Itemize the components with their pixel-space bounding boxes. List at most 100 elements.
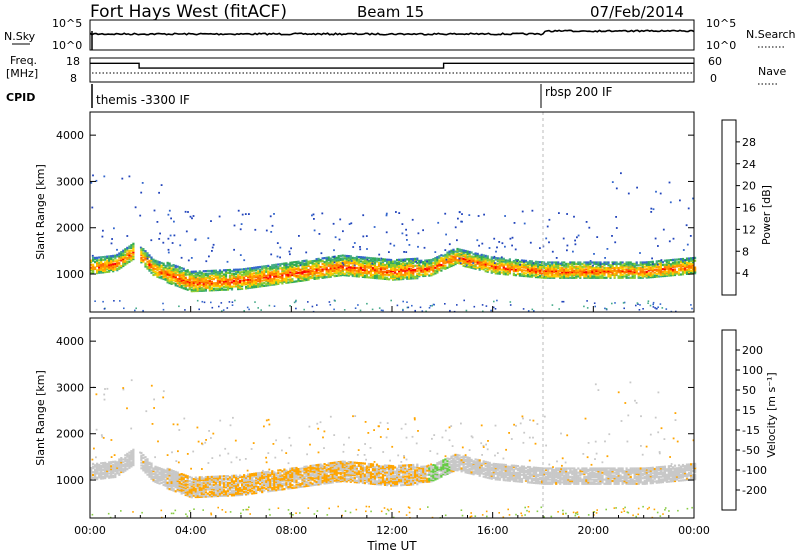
echo-cell bbox=[408, 260, 411, 264]
echo-cell bbox=[152, 470, 155, 473]
clutter-cell bbox=[647, 300, 650, 302]
echo-cell bbox=[669, 267, 672, 270]
echo-cell bbox=[692, 258, 695, 261]
clutter-cell bbox=[273, 305, 276, 307]
echo-cell bbox=[259, 268, 262, 271]
echo-cell bbox=[273, 481, 276, 484]
echo-cell bbox=[496, 272, 499, 275]
echo-cell bbox=[579, 276, 582, 279]
echo-cell bbox=[369, 268, 373, 271]
echo-cell bbox=[309, 473, 312, 476]
echo-cell bbox=[543, 264, 546, 267]
echo-cell bbox=[255, 284, 258, 287]
echo-cell bbox=[124, 458, 127, 461]
echo-cell bbox=[148, 255, 151, 258]
echo-cell bbox=[313, 276, 316, 279]
echo-cell bbox=[514, 260, 517, 263]
echo-cell bbox=[112, 254, 115, 257]
echo-cell bbox=[619, 275, 622, 278]
echo-cell bbox=[289, 271, 292, 274]
echo-cell bbox=[657, 269, 660, 273]
echo-cell bbox=[126, 452, 129, 455]
echo-cell bbox=[563, 261, 566, 264]
echo-cell bbox=[603, 276, 606, 279]
echo-cell bbox=[694, 269, 697, 272]
echo-cell bbox=[309, 261, 312, 264]
echo-cell bbox=[565, 268, 568, 271]
echo-cell bbox=[369, 271, 373, 274]
echo-cell bbox=[688, 262, 691, 266]
scatter-cell bbox=[241, 213, 244, 216]
echo-cell bbox=[110, 259, 113, 262]
echo-cell bbox=[104, 467, 107, 470]
echo-cell bbox=[416, 274, 419, 277]
echo-cell bbox=[524, 265, 528, 268]
echo-cell bbox=[303, 476, 306, 480]
echo-cell bbox=[176, 478, 179, 481]
echo-cell bbox=[158, 471, 161, 474]
echo-cell bbox=[146, 465, 149, 468]
echo-cell bbox=[490, 267, 493, 270]
echo-cell bbox=[144, 250, 147, 253]
echo-cell bbox=[613, 261, 616, 264]
echo-cell bbox=[154, 471, 157, 474]
echo-cell bbox=[482, 261, 485, 264]
echo-cell bbox=[663, 263, 666, 266]
clutter-cell bbox=[473, 305, 476, 308]
echo-cell bbox=[287, 281, 290, 284]
echo-cell bbox=[132, 244, 135, 247]
echo-cell bbox=[377, 275, 381, 279]
echo-cell bbox=[432, 267, 435, 270]
echo-cell bbox=[158, 276, 161, 279]
echo-cell bbox=[543, 271, 546, 274]
echo-cell bbox=[363, 267, 366, 270]
echo-cell bbox=[498, 265, 501, 268]
echo-cell bbox=[555, 271, 558, 274]
echo-cell bbox=[224, 494, 228, 497]
echo-cell bbox=[277, 282, 280, 285]
echo-cell bbox=[259, 473, 262, 476]
echo-cell bbox=[450, 249, 453, 252]
echo-cell bbox=[142, 248, 145, 251]
echo-cell bbox=[577, 262, 580, 265]
echo-cell bbox=[412, 271, 415, 274]
echo-cell bbox=[279, 483, 282, 486]
echo-cell bbox=[629, 272, 632, 275]
echo-cell bbox=[315, 475, 318, 478]
echo-cell bbox=[482, 258, 485, 261]
echo-cell bbox=[607, 271, 610, 274]
echo-cell bbox=[299, 483, 302, 486]
echo-cell bbox=[194, 479, 197, 482]
echo-cell bbox=[156, 478, 159, 482]
echo-cell bbox=[317, 470, 320, 473]
echo-cell bbox=[567, 271, 570, 274]
echo-cell bbox=[434, 259, 437, 262]
echo-cell bbox=[534, 262, 538, 265]
echo-cell bbox=[351, 269, 354, 272]
scatter-cell bbox=[606, 248, 609, 250]
echo-cell bbox=[561, 273, 564, 277]
echo-cell bbox=[148, 265, 151, 268]
echo-cell bbox=[651, 274, 654, 277]
nave-label: Nave bbox=[758, 65, 786, 78]
echo-cell bbox=[573, 271, 576, 274]
echo-cell bbox=[210, 486, 213, 490]
echo-cell bbox=[530, 272, 534, 275]
echo-cell bbox=[551, 273, 554, 277]
echo-cell bbox=[325, 262, 328, 265]
echo-cell bbox=[267, 267, 270, 270]
echo-cell bbox=[146, 466, 149, 469]
echo-cell bbox=[118, 464, 121, 467]
echo-cell bbox=[543, 275, 546, 278]
echo-cell bbox=[428, 267, 431, 270]
echo-cell bbox=[512, 265, 515, 268]
echo-cell bbox=[110, 262, 113, 265]
echo-cell bbox=[204, 282, 207, 285]
echo-cell bbox=[194, 285, 197, 288]
echo-cell bbox=[216, 276, 219, 279]
scatter-cell bbox=[476, 239, 479, 242]
echo-cell bbox=[303, 262, 306, 265]
echo-cell bbox=[665, 259, 668, 262]
echo-cell bbox=[182, 287, 185, 290]
echo-cell bbox=[130, 464, 133, 467]
